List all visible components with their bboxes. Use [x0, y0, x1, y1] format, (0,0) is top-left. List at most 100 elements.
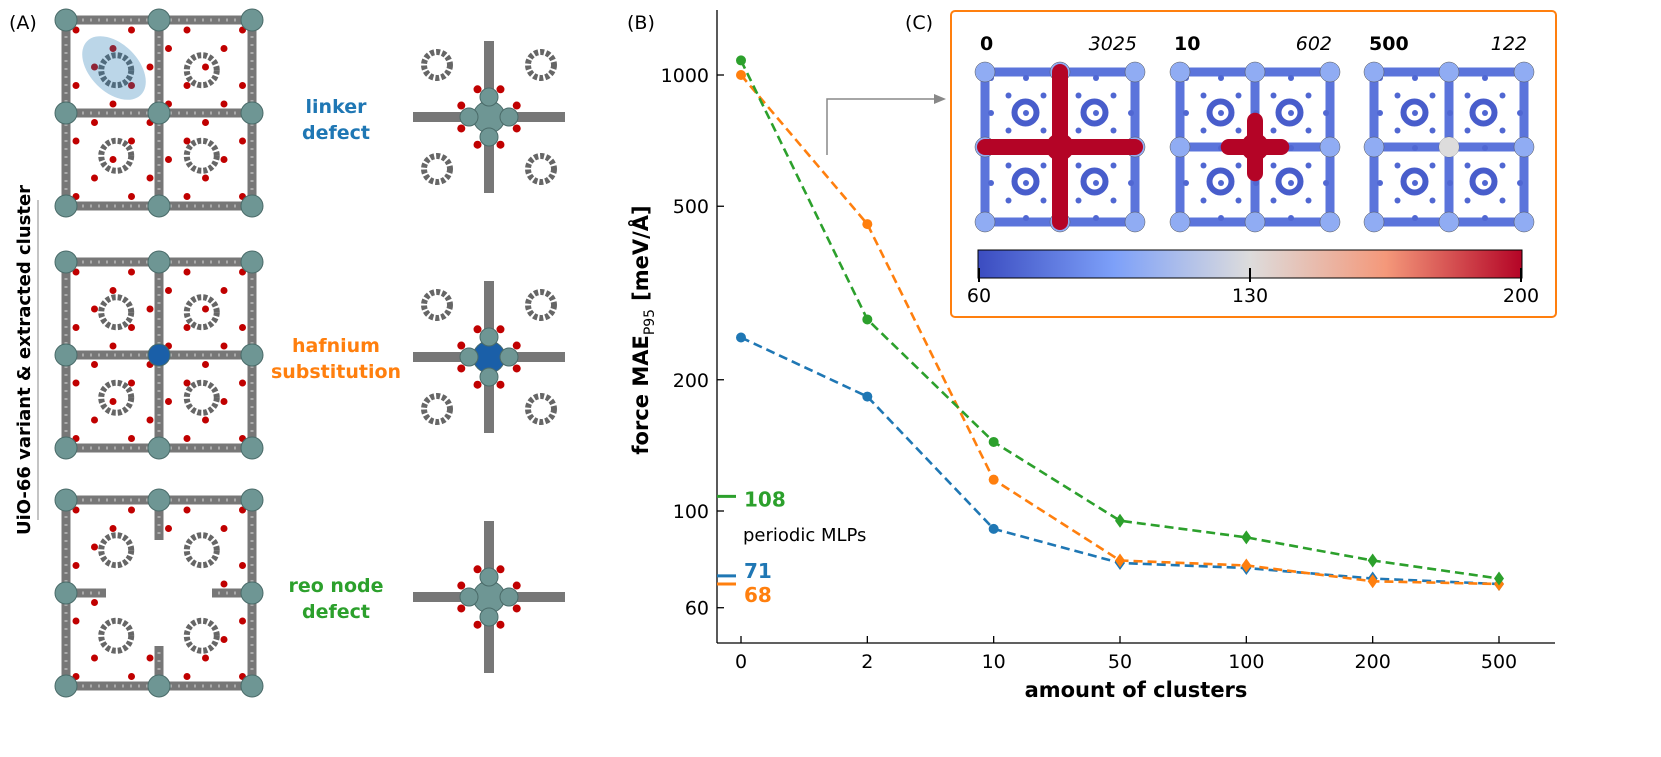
map-ring [1469, 98, 1498, 127]
cluster-oxygen [457, 124, 466, 133]
series-2 [736, 55, 1504, 586]
metal-node [240, 101, 264, 125]
map-node [974, 61, 996, 83]
oxygen-atom [146, 654, 154, 662]
map-hotspot-center [1241, 133, 1269, 161]
map-atom [1005, 162, 1012, 169]
data-point [736, 332, 746, 343]
map-atom [1093, 215, 1099, 221]
cluster-ring [421, 393, 453, 425]
oxygen-atom [128, 435, 135, 442]
oxygen-atom [91, 543, 98, 551]
map-atom [1023, 110, 1029, 116]
map-atom [1040, 162, 1047, 169]
oxygen-atom [72, 82, 80, 89]
metal-node [147, 250, 171, 274]
map-2-value: 122 [1491, 33, 1527, 55]
map-atom [1218, 180, 1224, 186]
map-ring [1469, 167, 1498, 196]
data-point [988, 474, 999, 485]
map-atom [1429, 92, 1436, 99]
metal-node [54, 8, 78, 32]
map-atom [1288, 110, 1294, 116]
oxygen-atom [239, 82, 246, 89]
oxygen-atom [128, 673, 135, 680]
oxygen-atom [202, 174, 209, 182]
map-atom [1394, 127, 1401, 134]
map-ring [1275, 167, 1304, 196]
y-tick-label: 200 [673, 370, 709, 392]
metal-node [54, 194, 78, 218]
error-map-2 [1363, 61, 1535, 233]
cluster-oxygen [512, 604, 521, 613]
oxygen-atom [146, 174, 154, 182]
oxygen-atom [72, 506, 80, 514]
map-node [1319, 136, 1341, 158]
oxygen-atom [202, 305, 209, 313]
row-label-line1: linker [306, 96, 368, 118]
oxygen-atom [202, 416, 209, 424]
oxygen-atom [220, 398, 228, 405]
panel-label-a: (A) [9, 12, 37, 34]
map-1-clusters: 10 [1174, 33, 1200, 55]
y-ticks: 60 100 200 500 1000 [661, 65, 724, 620]
map-atom [1394, 162, 1401, 169]
oxygen-atom [109, 100, 117, 108]
panel-label-c: (C) [905, 12, 933, 34]
data-point [1241, 530, 1252, 545]
oxygen-atom [146, 63, 154, 71]
row-label-line1: reo node [289, 575, 384, 597]
cluster-oxygen [473, 380, 482, 389]
map-atom [1093, 75, 1099, 81]
map-atom [1270, 127, 1277, 134]
oxygen-atom [128, 324, 135, 331]
y-tick-label: 100 [673, 501, 709, 523]
cluster-oxygen [496, 380, 505, 389]
map-atom [1270, 197, 1277, 204]
map-atom [1429, 162, 1436, 169]
cluster-oxygen [473, 85, 482, 94]
x-tick-label: 500 [1481, 651, 1517, 673]
oxygen-atom [183, 324, 191, 331]
map-atom [1482, 145, 1488, 151]
framework-structures [54, 8, 264, 698]
map-atom [1218, 110, 1224, 116]
map-atom [1305, 162, 1312, 169]
x-tick-label: 10 [982, 651, 1006, 673]
metal-node [54, 674, 78, 698]
oxygen-atom [128, 268, 135, 276]
x-ticks: 0 2 10 50 100 200 500 [735, 636, 1517, 673]
cluster-ring [525, 393, 557, 425]
map-atom [1394, 92, 1401, 99]
data-point [862, 314, 873, 325]
y-tick-label: 1000 [661, 65, 709, 87]
map-node [1124, 211, 1146, 233]
cluster-ring [421, 49, 453, 81]
cluster-ring [525, 289, 557, 321]
benzene-ring [98, 532, 135, 569]
oxygen-atom [109, 45, 117, 52]
metal-node [240, 488, 264, 512]
oxygen-atom [220, 100, 228, 108]
oxygen-atom [91, 305, 98, 313]
oxygen-atom [128, 26, 135, 34]
data-point [1494, 571, 1504, 586]
cluster-oxygen [457, 341, 466, 350]
row-label-line1: hafnium [292, 335, 380, 357]
oxygen-atom [109, 525, 117, 532]
series [736, 55, 1504, 592]
oxygen-atom [239, 379, 246, 387]
cluster-oxygen [512, 364, 521, 373]
cluster-oxygen [473, 565, 482, 574]
oxygen-atom [202, 63, 209, 71]
cluster-oxygen [496, 140, 505, 149]
map-atom [1412, 110, 1418, 116]
periodic-mlps-label: periodic MLPs [743, 525, 866, 546]
y-title-main: force MAE [629, 335, 653, 454]
map-atom [1499, 127, 1506, 134]
oxygen-atom [220, 156, 228, 163]
map-atom [1075, 127, 1082, 134]
cluster-metal [459, 587, 479, 607]
oxygen-atom [239, 137, 246, 145]
cluster-metal [459, 107, 479, 127]
